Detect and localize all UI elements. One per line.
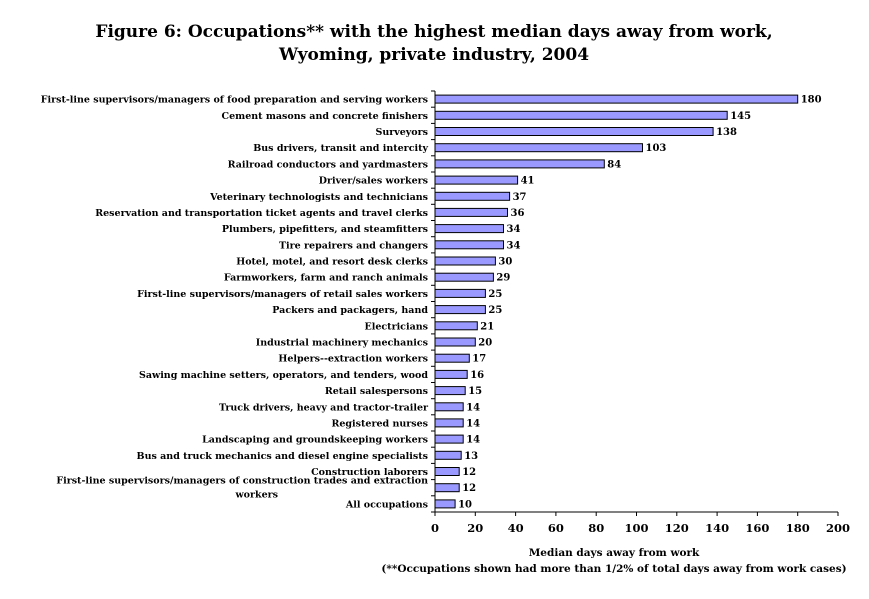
category-label: Industrial machinery mechanics (256, 338, 428, 349)
bar (434, 159, 605, 169)
x-tick-label: 60 (548, 521, 564, 535)
bar (434, 321, 478, 331)
data-label: 103 (646, 143, 667, 154)
bar (434, 483, 460, 493)
bar (434, 434, 464, 444)
data-label: 14 (466, 435, 480, 446)
bar (434, 175, 519, 185)
category-label: Construction laborers (311, 467, 428, 478)
category-label: Bus drivers, transit and intercity (253, 143, 428, 154)
data-label: 138 (716, 127, 737, 138)
category-label: Reservation and transportation ticket ag… (95, 208, 428, 219)
category-label: Sawing machine setters, operators, and t… (139, 370, 428, 381)
data-label: 14 (466, 402, 480, 413)
bar (434, 127, 714, 136)
data-label: 16 (470, 370, 484, 381)
x-tick-label: 180 (786, 521, 810, 535)
category-label: First-line supervisors/managers of retai… (137, 289, 428, 300)
x-tick-label: 140 (705, 521, 729, 535)
category-label: Landscaping and groundskeeping workers (202, 435, 428, 446)
x-tick-label: 40 (508, 521, 524, 535)
bar (434, 337, 476, 347)
bar (434, 224, 504, 234)
x-tick-label: 100 (624, 521, 648, 535)
category-label: Packers and packagers, hand (272, 305, 428, 316)
category-label: Railroad conductors and yardmasters (228, 159, 428, 170)
category-label: Tire repairers and changers (279, 240, 428, 251)
category-label: Hotel, motel, and resort desk clerks (236, 257, 428, 268)
bar (434, 143, 643, 153)
bar (434, 369, 468, 379)
category-label: Plumbers, pipefitters, and steamfitters (222, 224, 428, 235)
chart-title-line: Figure 6: Occupations** with the highest… (95, 22, 772, 42)
bar (434, 191, 511, 201)
x-tick-label: 80 (588, 521, 604, 535)
x-axis-title: Median days away from work (529, 547, 700, 559)
data-label: 25 (488, 289, 502, 300)
category-label: Surveyors (375, 127, 428, 138)
category-label: Cement masons and concrete finishers (222, 111, 428, 122)
bar (434, 402, 464, 412)
chart-title-line: Wyoming, private industry, 2004 (278, 45, 589, 65)
category-label: Truck drivers, heavy and tractor-trailer (219, 402, 429, 413)
category-label: First-line supervisors/managers of food … (41, 95, 428, 106)
category-label: Veterinary technologists and technicians (209, 192, 428, 203)
data-label: 30 (498, 257, 512, 268)
bar (434, 240, 504, 250)
data-label: 37 (513, 192, 527, 203)
data-label: 17 (472, 354, 486, 365)
bar (434, 386, 466, 396)
x-tick-label: 200 (826, 521, 850, 535)
category-label: Electricians (365, 321, 429, 332)
category-label: First-line supervisors/managers of const… (56, 476, 428, 501)
category-label: Registered nurses (331, 418, 428, 429)
data-label: 145 (730, 111, 751, 122)
bar (434, 450, 462, 460)
bar (434, 207, 508, 217)
category-label: Farmworkers, farm and ranch animals (224, 273, 428, 284)
bar (434, 467, 460, 476)
data-label: 34 (507, 224, 521, 235)
category-label: Helpers--extraction workers (278, 354, 428, 365)
data-label: 84 (607, 159, 621, 170)
data-label: 12 (462, 467, 476, 478)
x-tick-label: 160 (745, 521, 769, 535)
data-label: 25 (488, 305, 502, 316)
bar (434, 256, 496, 266)
data-label: 29 (496, 273, 510, 284)
data-label: 34 (507, 240, 521, 251)
bar (434, 110, 728, 120)
data-label: 15 (468, 386, 482, 397)
bar (434, 305, 486, 315)
category-label: Driver/sales workers (319, 176, 428, 187)
data-label: 41 (521, 176, 535, 187)
data-label: 20 (478, 338, 492, 349)
data-label: 21 (480, 321, 494, 332)
data-label: 14 (466, 418, 480, 429)
category-label: Retail salespersons (325, 386, 428, 397)
bar (434, 353, 470, 363)
x-tick-label: 20 (467, 521, 483, 535)
data-label: 180 (801, 95, 822, 106)
bar (434, 418, 464, 428)
x-tick-label: 120 (665, 521, 689, 535)
data-label: 10 (458, 499, 472, 510)
data-label: 36 (511, 208, 525, 219)
x-tick-label: 0 (431, 521, 439, 535)
bar (434, 499, 456, 509)
bar (434, 288, 486, 298)
data-label: 13 (464, 451, 478, 462)
bar (434, 94, 799, 104)
category-label: Bus and truck mechanics and diesel engin… (137, 451, 428, 462)
category-label: All occupations (345, 499, 428, 510)
data-label: 12 (462, 483, 476, 494)
footnote: (**Occupations shown had more than 1/2% … (381, 563, 846, 575)
bar (434, 272, 494, 282)
